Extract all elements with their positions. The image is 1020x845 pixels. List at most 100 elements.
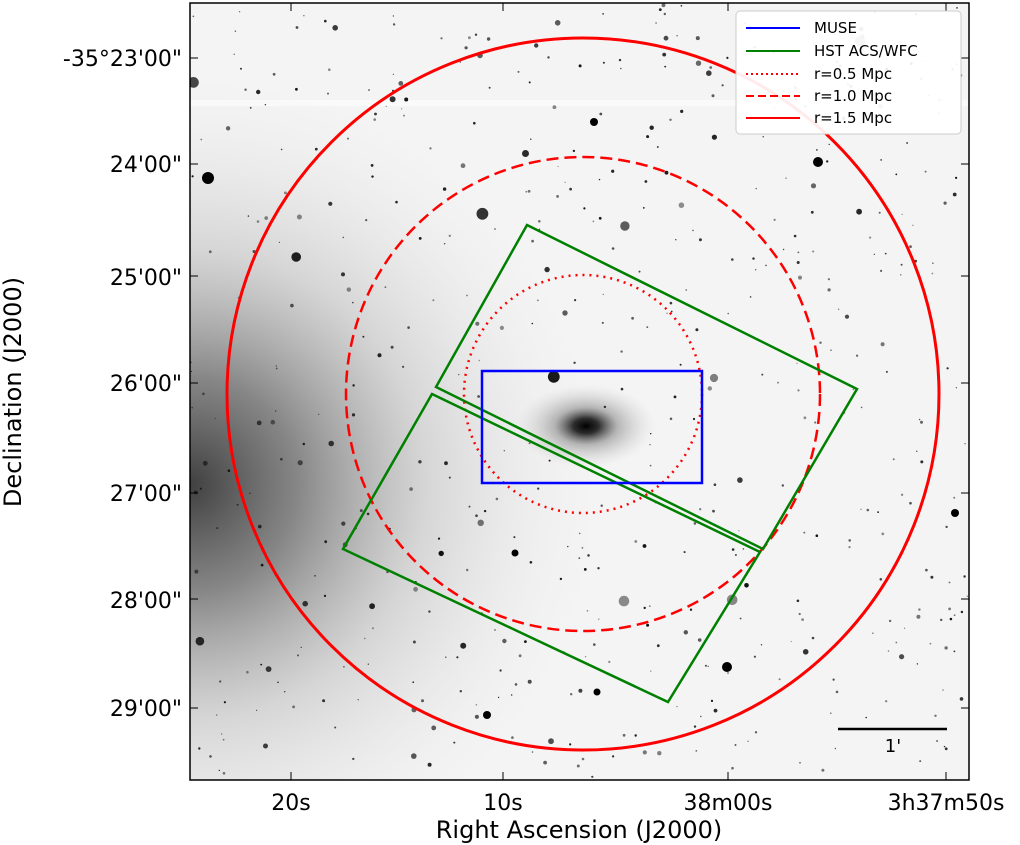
x-axis-label: Right Ascension (J2000) <box>436 816 723 844</box>
y-tick-label: -35°23'00" <box>63 47 182 72</box>
star <box>531 239 534 243</box>
star <box>202 460 208 466</box>
star <box>401 108 403 110</box>
star <box>407 326 410 329</box>
star <box>856 208 862 215</box>
star <box>707 386 712 391</box>
star <box>727 672 729 674</box>
star <box>403 114 405 117</box>
star <box>860 406 863 409</box>
star <box>600 504 603 507</box>
star <box>567 545 569 548</box>
scale-bar: 1' <box>838 727 947 757</box>
star <box>421 699 424 703</box>
x-tick-label: 3h37m50s <box>888 791 1005 816</box>
star <box>802 649 809 655</box>
legend-item-r05: r=0.5 Mpc <box>746 65 892 83</box>
star <box>328 440 335 447</box>
star <box>697 638 702 642</box>
star <box>438 550 444 557</box>
star <box>709 66 713 69</box>
star <box>256 709 258 711</box>
star <box>437 537 441 540</box>
star <box>832 678 835 681</box>
star <box>390 345 394 349</box>
star <box>749 296 752 298</box>
star <box>548 738 554 745</box>
star <box>280 457 283 461</box>
star <box>302 442 305 446</box>
star <box>936 739 939 743</box>
star <box>646 135 650 139</box>
star <box>368 89 370 91</box>
star <box>502 638 507 644</box>
legend-item-hst: HST ACS/WFC <box>746 42 918 60</box>
star <box>685 289 687 291</box>
star <box>620 350 623 353</box>
star <box>527 189 531 193</box>
legend-item-r10: r=1.0 Mpc <box>746 87 892 105</box>
star <box>895 173 898 176</box>
star <box>796 261 800 264</box>
star <box>602 13 604 15</box>
star <box>573 361 576 364</box>
star <box>731 258 734 261</box>
star <box>638 270 641 273</box>
star <box>693 522 697 525</box>
star <box>569 743 572 746</box>
star <box>366 512 370 516</box>
star <box>297 460 303 466</box>
star <box>277 681 279 684</box>
star <box>270 419 276 425</box>
axis-ticks <box>190 3 969 780</box>
star <box>657 751 662 756</box>
star <box>191 406 194 409</box>
star <box>291 252 302 262</box>
star <box>602 61 605 64</box>
star <box>365 219 368 222</box>
star <box>216 527 219 530</box>
star <box>790 640 792 643</box>
star <box>916 663 919 665</box>
star <box>324 540 328 544</box>
star <box>576 764 580 768</box>
star <box>906 142 909 144</box>
star <box>341 521 346 526</box>
star <box>895 641 898 644</box>
star <box>374 112 377 116</box>
star <box>238 11 241 13</box>
star <box>673 395 677 399</box>
y-tick-label: 25'00" <box>110 266 182 291</box>
star <box>272 72 276 76</box>
star <box>919 760 922 763</box>
star <box>611 247 615 250</box>
star <box>402 365 405 368</box>
star <box>494 228 496 230</box>
star <box>666 312 668 314</box>
star <box>955 176 958 179</box>
star <box>744 583 749 588</box>
star <box>586 610 589 612</box>
star <box>680 109 684 113</box>
star <box>826 160 829 163</box>
star <box>592 220 595 223</box>
star <box>844 314 850 319</box>
star <box>357 699 359 701</box>
star <box>466 294 468 297</box>
star <box>373 118 377 121</box>
star <box>464 46 468 50</box>
star <box>678 202 685 208</box>
star <box>899 654 905 660</box>
star <box>499 325 504 330</box>
star <box>256 420 262 426</box>
star <box>943 201 947 205</box>
star <box>260 663 263 666</box>
star <box>352 757 355 761</box>
star <box>459 61 461 63</box>
star <box>778 678 781 681</box>
star <box>494 629 496 631</box>
star <box>900 493 904 496</box>
star <box>601 321 604 324</box>
star <box>964 443 966 445</box>
y-tick-label: 26'00" <box>110 372 182 397</box>
